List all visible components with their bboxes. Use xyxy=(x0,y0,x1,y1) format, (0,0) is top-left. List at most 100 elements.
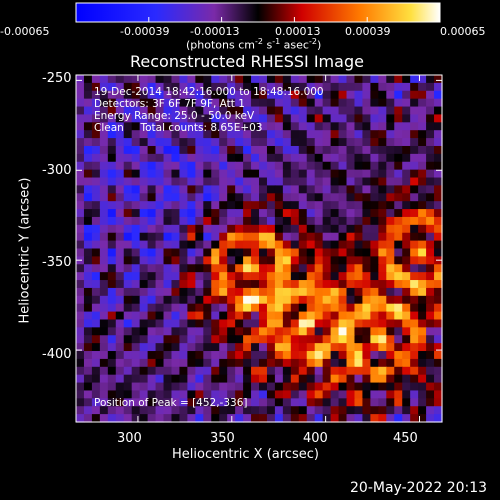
heatmap-cell xyxy=(211,130,220,139)
heatmap-cell xyxy=(203,216,212,226)
heatmap-cell xyxy=(171,280,181,289)
heatmap-cell xyxy=(426,414,435,423)
heatmap-cell xyxy=(107,138,117,147)
heatmap-cell xyxy=(418,106,427,116)
heatmap-cell xyxy=(298,90,308,100)
heatmap-cell xyxy=(107,193,117,202)
heatmap-cell xyxy=(282,209,292,218)
heatmap-cell xyxy=(171,295,181,305)
heatmap-cell xyxy=(322,287,332,297)
heatmap-cell xyxy=(99,264,109,273)
heatmap-cell xyxy=(83,374,93,384)
heatmap-cell xyxy=(322,232,332,242)
heatmap-cell xyxy=(370,414,379,423)
heatmap-cell xyxy=(227,319,236,328)
heatmap-cell xyxy=(203,177,212,187)
heatmap-cell xyxy=(76,414,85,423)
heatmap-cell xyxy=(394,224,403,234)
heatmap-cell xyxy=(123,193,133,202)
heatmap-cell xyxy=(227,390,236,399)
heatmap-cell xyxy=(107,366,117,376)
heatmap-cell xyxy=(394,138,403,147)
heatmap-cell xyxy=(211,256,220,265)
heatmap-cell xyxy=(195,398,204,407)
heatmap-cell xyxy=(187,193,196,202)
heatmap-cell xyxy=(282,216,292,226)
heatmap-cell xyxy=(179,358,188,368)
heatmap-cell xyxy=(354,311,364,321)
heatmap-cell xyxy=(195,303,204,313)
heatmap-cell xyxy=(83,232,93,242)
heatmap-cell xyxy=(346,193,356,202)
heatmap-cell xyxy=(370,343,379,352)
heatmap-cell xyxy=(76,90,85,100)
heatmap-cell xyxy=(107,145,117,155)
heatmap-cell xyxy=(290,185,300,194)
heatmap-cell xyxy=(330,311,340,321)
heatmap-cell xyxy=(107,216,117,226)
heatmap-cell xyxy=(402,193,411,202)
heatmap-cell xyxy=(330,264,340,273)
heatmap-cell xyxy=(290,343,300,352)
heatmap-cell xyxy=(107,130,117,139)
heatmap-cell xyxy=(266,106,276,116)
heatmap-cell xyxy=(402,414,411,423)
heatmap-cell xyxy=(386,414,395,423)
heatmap-cell xyxy=(195,335,204,344)
heatmap-cell xyxy=(426,240,435,250)
heatmap-cell xyxy=(378,398,387,407)
heatmap-cell xyxy=(338,153,348,163)
heatmap-cell xyxy=(83,264,93,273)
heatmap-cell xyxy=(370,319,379,328)
heatmap-cell xyxy=(274,287,284,297)
heatmap-cell xyxy=(306,82,316,92)
heatmap-cell xyxy=(211,138,220,147)
heatmap-cell xyxy=(203,398,212,407)
heatmap-cell xyxy=(330,398,340,407)
heatmap-cell xyxy=(155,327,165,336)
heatmap-cell xyxy=(354,264,364,273)
heatmap-cell xyxy=(314,311,324,321)
heatmap-cell xyxy=(179,114,188,123)
heatmap-cell xyxy=(418,209,427,218)
heatmap-cell xyxy=(362,287,371,297)
heatmap-cell xyxy=(418,145,427,155)
heatmap-cell xyxy=(426,374,435,384)
heatmap-cell xyxy=(370,264,379,273)
heatmap-cell xyxy=(434,193,443,202)
heatmap-cell xyxy=(115,406,125,415)
heatmap-cell xyxy=(354,358,364,368)
heatmap-cell xyxy=(314,398,324,407)
heatmap-cell xyxy=(251,224,260,234)
heatmap-cell xyxy=(131,406,141,415)
heatmap-cell xyxy=(362,224,371,234)
heatmap-cell xyxy=(171,82,181,92)
colorbar-tick-label: 0.00039 xyxy=(345,25,391,38)
heatmap-cell xyxy=(259,138,268,147)
heatmap-cell xyxy=(155,161,165,171)
heatmap-cell xyxy=(123,343,133,352)
heatmap-cell xyxy=(354,75,364,84)
heatmap-cell xyxy=(227,153,236,163)
heatmap-cell xyxy=(402,287,411,297)
heatmap-cell xyxy=(91,311,101,321)
heatmap-cell xyxy=(306,193,316,202)
heatmap-cell xyxy=(115,240,125,250)
heatmap-cell xyxy=(330,256,340,265)
heatmap-cell xyxy=(418,201,427,210)
heatmap-cell xyxy=(163,311,173,321)
heatmap-cell xyxy=(195,177,204,187)
heatmap-cell xyxy=(179,161,188,171)
heatmap-cell xyxy=(378,98,387,108)
heatmap-cell xyxy=(187,224,196,234)
heatmap-cell xyxy=(410,327,419,336)
heatmap-cell xyxy=(274,114,284,123)
heatmap-cell xyxy=(155,114,165,123)
heatmap-cell xyxy=(219,382,228,392)
heatmap-cell xyxy=(139,414,149,423)
heatmap-cell xyxy=(235,248,244,257)
heatmap-cell xyxy=(290,90,300,100)
heatmap-cell xyxy=(378,303,387,313)
heatmap-cell xyxy=(394,82,403,92)
heatmap-cell xyxy=(83,177,93,187)
